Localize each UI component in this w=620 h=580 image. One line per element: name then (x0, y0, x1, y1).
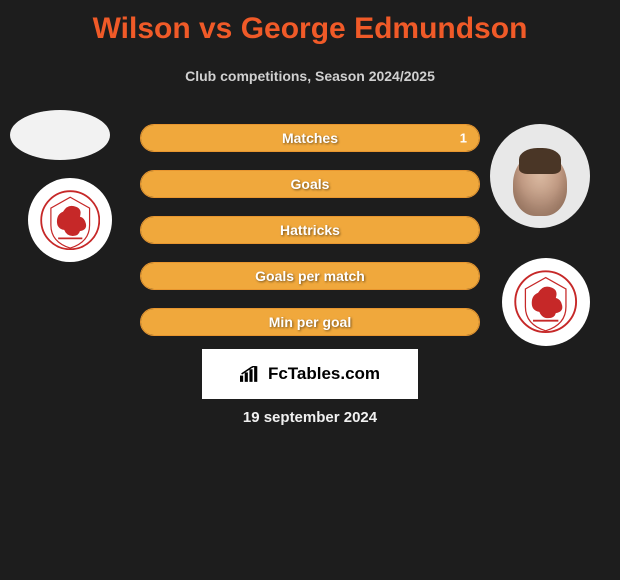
stat-row-goals: Goals (140, 170, 480, 198)
subtitle: Club competitions, Season 2024/2025 (0, 68, 620, 84)
stat-row-matches: Matches 1 (140, 124, 480, 152)
club-left-crest (28, 178, 112, 262)
player-left-avatar (10, 110, 110, 160)
branding-label: FcTables.com (268, 364, 380, 384)
stat-row-goals-per-match: Goals per match (140, 262, 480, 290)
stat-label: Goals per match (255, 268, 365, 284)
page-title: Wilson vs George Edmundson (0, 0, 620, 46)
date-text: 19 september 2024 (243, 409, 377, 426)
stat-label: Matches (282, 130, 338, 146)
stat-row-hattricks: Hattricks (140, 216, 480, 244)
stats-container: Matches 1 Goals Hattricks Goals per matc… (140, 124, 480, 354)
stat-label: Min per goal (269, 314, 351, 330)
stat-row-min-per-goal: Min per goal (140, 308, 480, 336)
player-right-avatar (490, 124, 590, 228)
branding-badge: FcTables.com (202, 349, 418, 399)
stat-value-right: 1 (460, 131, 467, 146)
stat-label: Goals (291, 176, 330, 192)
stat-fill-left (141, 171, 310, 197)
crest-icon (40, 190, 100, 250)
stat-label: Hattricks (280, 222, 340, 238)
chart-icon (240, 366, 262, 382)
club-right-crest (502, 258, 590, 346)
stat-fill-right (310, 171, 479, 197)
player-head-icon (513, 152, 567, 216)
crest-icon (514, 270, 577, 333)
